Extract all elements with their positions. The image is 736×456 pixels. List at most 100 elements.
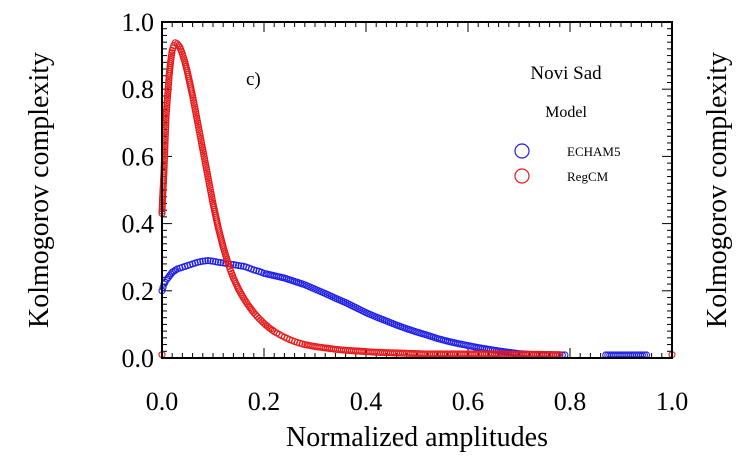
data-point-regcm (163, 105, 171, 113)
y-tick-label: 0.0 (122, 344, 155, 373)
data-point-echam5 (206, 257, 214, 265)
data-point-regcm (178, 48, 186, 56)
data-point-echam5 (199, 257, 207, 265)
data-point-regcm (221, 249, 229, 257)
y-axis-label-right: Kolmogorov complexity (702, 52, 733, 328)
legend-title: Novi Sad (530, 63, 602, 84)
data-point-regcm (427, 350, 435, 358)
data-point-echam5 (278, 274, 286, 282)
data-point-regcm (164, 83, 172, 91)
data-point-echam5 (217, 259, 225, 267)
data-point-echam5 (360, 308, 368, 316)
data-point-regcm (298, 340, 306, 348)
data-point-regcm (165, 78, 173, 87)
legend-marker-regcm (514, 168, 530, 184)
data-point-regcm (239, 292, 247, 300)
data-point-regcm (164, 92, 172, 100)
data-point-echam5 (201, 257, 209, 265)
plot-frame (161, 21, 673, 359)
data-point-regcm (198, 143, 206, 151)
y-tick-label: 0.8 (122, 75, 155, 104)
data-point-regcm (234, 283, 242, 291)
y-tick-label: 0.6 (122, 142, 155, 171)
legend-marker-echam5 (514, 143, 530, 159)
data-point-regcm (188, 90, 196, 98)
data-point-regcm (219, 241, 227, 249)
legend: Novi Sad Model ECHAM5 RegCM (514, 63, 620, 184)
data-point-regcm (164, 85, 172, 93)
data-point-regcm (206, 184, 214, 192)
data-point-regcm (386, 349, 395, 357)
data-point-regcm (163, 99, 171, 107)
data-point-regcm (162, 112, 170, 120)
data-point-echam5 (380, 316, 388, 324)
legend-entry-echam5: ECHAM5 (567, 144, 620, 159)
data-point-regcm (247, 305, 255, 313)
y-axis-label: Kolmogorov complexity (24, 52, 55, 328)
data-point-echam5 (196, 258, 204, 266)
data-point-echam5 (204, 257, 212, 265)
data-point-regcm (229, 272, 237, 280)
data-point-echam5 (170, 267, 178, 275)
x-tick-label: 1.0 (656, 387, 689, 416)
data-point-regcm (262, 321, 270, 329)
panel-label: c) (246, 69, 261, 90)
data-point-regcm (224, 258, 232, 266)
x-tick-label: 0.0 (146, 387, 179, 416)
data-point-echam5 (350, 303, 358, 311)
x-tick-label: 0.8 (554, 387, 587, 416)
legend-subtitle: Model (545, 104, 587, 121)
x-tick-label: 0.2 (248, 387, 281, 416)
data-point-echam5 (411, 327, 419, 336)
data-point-echam5 (229, 261, 237, 269)
data-point-echam5 (214, 258, 222, 266)
data-point-regcm (175, 41, 183, 50)
data-point-regcm (242, 298, 250, 306)
y-tick-label: 1.0 (122, 8, 155, 37)
data-point-regcm (164, 90, 172, 98)
data-point-echam5 (299, 280, 307, 288)
data-point-regcm (478, 350, 486, 358)
data-point-echam5 (209, 257, 217, 265)
data-point-regcm (164, 81, 173, 89)
data-point-regcm (201, 157, 209, 165)
y-tick-label: 0.2 (122, 277, 155, 306)
data-point-regcm (162, 110, 170, 118)
data-point-regcm (397, 349, 405, 357)
x-tick-label: 0.4 (350, 387, 383, 416)
data-point-echam5 (329, 293, 337, 301)
data-point-regcm (488, 350, 497, 358)
data-point-regcm (163, 103, 171, 111)
data-point-echam5 (421, 330, 429, 339)
data-point-echam5 (237, 262, 245, 270)
data-point-regcm (163, 96, 171, 104)
data-point-echam5 (401, 324, 409, 332)
data-point-regcm (163, 94, 171, 102)
data-point-echam5 (340, 298, 348, 306)
data-point-echam5 (391, 320, 399, 328)
data-point-echam5 (172, 266, 180, 274)
data-point-regcm (376, 348, 384, 356)
data-point-regcm (196, 130, 204, 138)
data-point-regcm (169, 44, 177, 52)
data-point-echam5 (191, 259, 199, 267)
data-point-regcm (226, 265, 234, 273)
data-point-echam5 (309, 284, 317, 292)
data-point-regcm (167, 55, 175, 63)
series-layer (158, 39, 676, 359)
data-point-regcm (191, 103, 199, 111)
data-point-regcm (193, 117, 201, 125)
data-point-regcm (458, 350, 466, 358)
x-tick-label: 0.6 (452, 387, 485, 416)
data-point-regcm (164, 87, 172, 95)
data-point-regcm (437, 350, 446, 358)
data-point-regcm (417, 350, 425, 358)
data-point-regcm (162, 108, 170, 116)
data-point-echam5 (232, 261, 240, 269)
data-point-echam5 (319, 289, 327, 297)
data-point-echam5 (234, 262, 243, 270)
data-point-regcm (448, 350, 456, 358)
data-point-echam5 (257, 268, 266, 276)
data-point-regcm (257, 316, 265, 324)
